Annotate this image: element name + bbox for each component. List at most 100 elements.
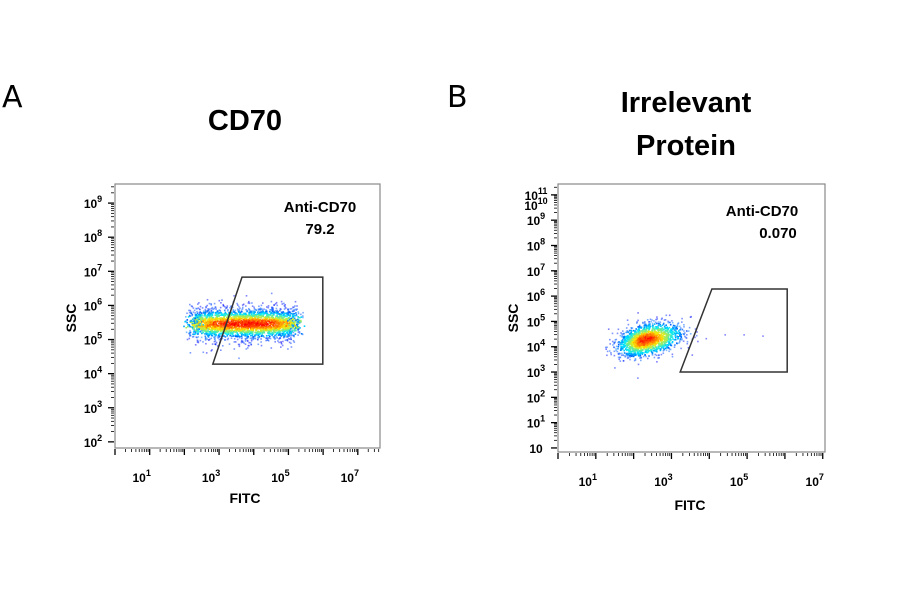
event-dot <box>671 355 674 358</box>
event-dot <box>289 331 292 333</box>
event-dot <box>207 318 210 320</box>
event-dot <box>211 330 214 333</box>
event-dot <box>240 341 243 344</box>
event-dot <box>210 321 212 324</box>
event-dot <box>655 336 658 339</box>
chart-title: Protein <box>636 130 736 162</box>
event-dot <box>647 351 650 353</box>
event-dot <box>247 330 250 333</box>
event-dot <box>258 333 261 335</box>
event-dot <box>691 354 694 356</box>
event-dot <box>212 316 214 319</box>
event-dot <box>223 323 226 325</box>
event-dot <box>206 311 208 313</box>
event-dot <box>202 317 204 319</box>
event-dot <box>197 329 199 332</box>
event-dot <box>661 330 663 332</box>
event-dot <box>269 329 271 331</box>
event-dot <box>252 315 254 317</box>
event-dot <box>292 340 295 342</box>
event-dot <box>219 306 222 309</box>
event-dot <box>263 319 266 321</box>
event-dot <box>243 316 246 319</box>
event-dot <box>638 341 640 344</box>
event-dot <box>676 325 679 328</box>
event-dot <box>634 358 637 360</box>
event-dot <box>193 329 195 331</box>
event-dot <box>224 324 226 326</box>
event-dot <box>299 316 301 319</box>
event-dot <box>644 333 646 335</box>
event-dot <box>196 312 199 315</box>
event-dot <box>630 347 632 350</box>
event-dot <box>254 317 257 320</box>
event-dot <box>268 328 271 330</box>
event-dot <box>251 314 254 316</box>
event-dot <box>645 350 648 352</box>
event-dot <box>669 331 672 333</box>
event-dot <box>229 324 231 326</box>
event-dot <box>653 343 655 345</box>
event-dot <box>266 310 268 312</box>
event-dot <box>249 342 252 344</box>
event-dot <box>660 341 663 344</box>
event-dot <box>251 318 254 321</box>
event-dot <box>273 336 275 338</box>
event-dot <box>232 321 234 323</box>
event-dot <box>627 323 630 326</box>
event-dot <box>215 314 218 317</box>
event-dot <box>247 315 250 318</box>
event-dot <box>205 342 207 345</box>
event-dot <box>222 345 224 347</box>
event-dot <box>223 318 226 321</box>
event-dot <box>282 319 285 321</box>
event-dot <box>260 314 262 316</box>
event-dot <box>655 333 657 336</box>
event-dot <box>671 353 674 356</box>
event-dot <box>244 340 247 342</box>
y-tick-label: 10 <box>529 442 543 456</box>
event-dot <box>292 334 295 337</box>
event-dot <box>298 320 301 323</box>
event-dot <box>253 313 255 315</box>
event-dot <box>257 321 260 324</box>
event-dot <box>239 332 242 334</box>
event-dot <box>638 334 640 336</box>
event-dot <box>297 334 299 336</box>
event-dot <box>231 319 234 321</box>
event-dot <box>204 333 206 335</box>
event-dot <box>650 343 653 345</box>
event-dot <box>637 349 639 351</box>
event-dot <box>255 334 258 336</box>
event-dot <box>270 306 273 309</box>
event-dot <box>663 336 666 339</box>
event-dot <box>202 320 204 323</box>
event-dot <box>212 326 215 329</box>
event-dot <box>225 328 227 331</box>
event-dot <box>258 316 261 319</box>
event-dot <box>619 352 622 355</box>
event-dot <box>633 359 636 362</box>
event-dot <box>203 318 206 321</box>
event-dot <box>667 337 669 339</box>
event-dot <box>644 348 647 351</box>
event-dot <box>293 328 296 330</box>
event-dot <box>267 334 270 337</box>
event-dot <box>644 336 647 338</box>
event-dot <box>192 327 195 330</box>
event-dot <box>631 327 634 329</box>
event-dot <box>684 332 686 334</box>
event-dot <box>296 325 299 327</box>
event-dot <box>244 333 247 336</box>
event-dot <box>665 338 667 340</box>
event-dot <box>272 310 274 313</box>
event-dot <box>661 317 663 320</box>
event-dot <box>196 310 198 313</box>
event-dot <box>607 328 610 330</box>
event-dot <box>204 314 207 316</box>
event-dot <box>674 334 677 336</box>
event-dot <box>222 314 224 316</box>
event-dot <box>659 323 661 326</box>
event-dot <box>276 337 278 339</box>
event-dot <box>188 324 191 326</box>
